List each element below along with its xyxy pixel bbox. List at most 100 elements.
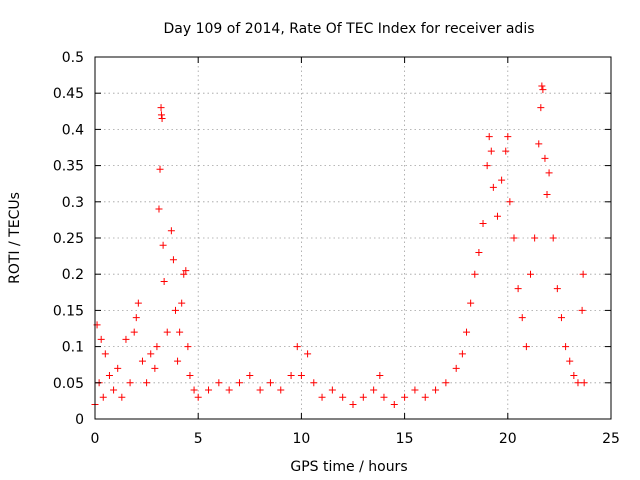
data-point (182, 267, 190, 275)
data-point (101, 350, 109, 358)
data-point (151, 364, 159, 372)
data-point (114, 364, 122, 372)
data-point (580, 379, 588, 387)
data-point (266, 379, 274, 387)
data-point (349, 401, 357, 409)
data-point (527, 270, 535, 278)
data-point (134, 299, 142, 307)
data-point (215, 379, 223, 387)
data-point (359, 393, 367, 401)
data-point (157, 104, 165, 112)
data-point (411, 386, 419, 394)
y-tick-label: 0.35 (53, 159, 84, 175)
data-point (160, 277, 168, 285)
data-point (225, 386, 233, 394)
data-point (155, 205, 163, 213)
data-point (256, 386, 264, 394)
data-point (376, 372, 384, 380)
data-point (153, 343, 161, 351)
data-point (566, 357, 574, 365)
data-point (110, 386, 118, 394)
data-point (118, 393, 126, 401)
plot-frame (94, 56, 612, 420)
data-point (539, 86, 547, 94)
data-point (105, 372, 113, 380)
axes: 0 0.05 0.1 0.15 0.2 0.25 0.3 0.35 0.4 0.45 0.5 0 5 10… (53, 50, 620, 447)
data-point (442, 379, 450, 387)
data-point (522, 343, 530, 351)
chart-title: Day 109 of 2014, Rate Of TEC Index for r… (163, 21, 534, 37)
data-point (186, 372, 194, 380)
data-point (167, 227, 175, 235)
data-point (99, 393, 107, 401)
y-tick-label: 0.05 (53, 376, 84, 392)
data-point (158, 115, 166, 123)
data-point (493, 212, 501, 220)
data-points (91, 82, 588, 409)
data-point (537, 104, 545, 112)
data-point (157, 111, 165, 119)
data-point (194, 393, 202, 401)
x-axis-label: GPS time / hours (290, 459, 407, 475)
data-point (190, 386, 198, 394)
x-tick-label: 5 (194, 431, 203, 447)
data-point (463, 328, 471, 336)
y-tick-label: 0.4 (62, 122, 84, 138)
data-point (205, 386, 213, 394)
y-tick-label: 0.2 (62, 267, 84, 283)
data-point (562, 343, 570, 351)
x-tick-label: 15 (396, 431, 414, 447)
data-point (549, 234, 557, 242)
y-axis-label: ROTI / TECUs (7, 192, 23, 284)
data-point (432, 386, 440, 394)
data-point (574, 379, 582, 387)
data-point (553, 285, 561, 293)
data-point (310, 379, 318, 387)
data-point (541, 154, 549, 162)
data-point (514, 285, 522, 293)
data-point (489, 183, 497, 191)
data-point (380, 393, 388, 401)
data-point (543, 191, 551, 199)
data-point (518, 314, 526, 322)
y-tick-label: 0.5 (62, 50, 84, 66)
data-point (579, 270, 587, 278)
data-point (535, 140, 543, 148)
data-point (304, 350, 312, 358)
data-point (297, 372, 305, 380)
data-point (156, 165, 164, 173)
data-point (328, 386, 336, 394)
data-point (235, 379, 243, 387)
data-point (498, 176, 506, 184)
x-tick-label: 25 (602, 431, 620, 447)
data-point (122, 335, 130, 343)
y-tick-label: 0.3 (62, 195, 84, 211)
data-point (452, 364, 460, 372)
data-point (467, 299, 475, 307)
data-point (169, 256, 177, 264)
data-point (510, 234, 518, 242)
data-point (126, 379, 134, 387)
data-point (159, 241, 167, 249)
data-point (421, 393, 429, 401)
data-point (531, 234, 539, 242)
y-tick-label: 0.25 (53, 231, 84, 247)
data-point (176, 328, 184, 336)
data-point (293, 343, 301, 351)
data-point (545, 169, 553, 177)
data-point (143, 379, 151, 387)
data-point (287, 372, 295, 380)
data-point (401, 393, 409, 401)
data-point (132, 314, 140, 322)
data-point (506, 198, 514, 206)
data-point (538, 82, 546, 90)
data-point (318, 393, 326, 401)
x-tick-label: 10 (292, 431, 310, 447)
data-point (178, 299, 186, 307)
data-point (479, 220, 487, 228)
y-tick-label: 0.45 (53, 86, 84, 102)
data-point (163, 328, 171, 336)
data-point (578, 306, 586, 314)
data-point (171, 306, 179, 314)
